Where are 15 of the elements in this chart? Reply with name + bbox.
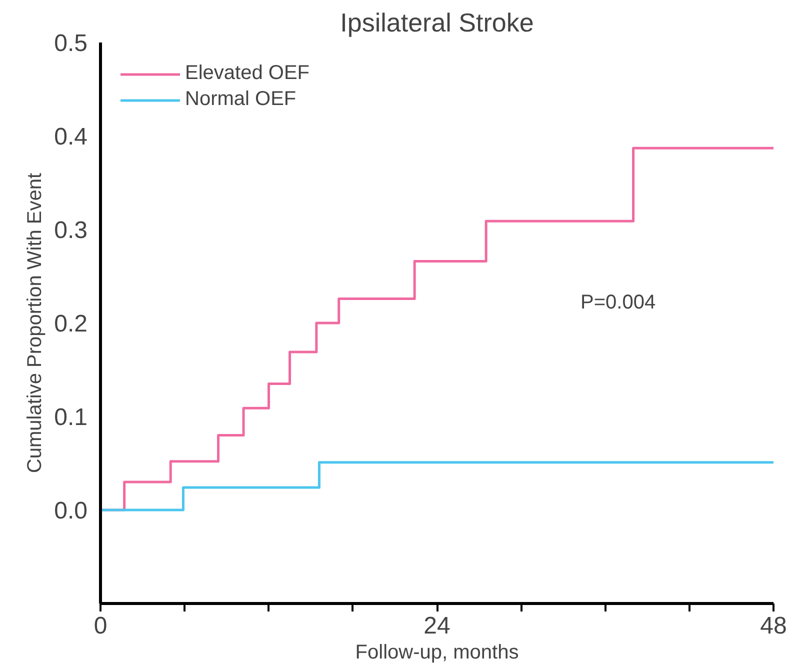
legend-label: Elevated OEF (185, 62, 310, 85)
y-tick-label: 0.2 (54, 310, 88, 338)
annotation: P=0.004 (580, 292, 656, 314)
y-tick-label: 0.0 (54, 498, 88, 524)
y-tick-label: 0.1 (54, 404, 88, 431)
x-tick-label: 24 (424, 612, 450, 640)
y-tick-label: 0.4 (54, 124, 88, 150)
x-tick-label: 0 (94, 612, 108, 640)
y-tick-label: 0.3 (54, 217, 88, 244)
y-tick-label: 0.5 (54, 30, 88, 57)
x-axis-title: Follow-up, months (355, 642, 519, 664)
y-axis-title: Cumulative Proportion With Event (24, 172, 46, 474)
chart-title: Ipsilateral Stroke (340, 8, 534, 38)
legend-label: Normal OEF (185, 88, 296, 111)
x-tick-label: 48 (760, 612, 787, 640)
